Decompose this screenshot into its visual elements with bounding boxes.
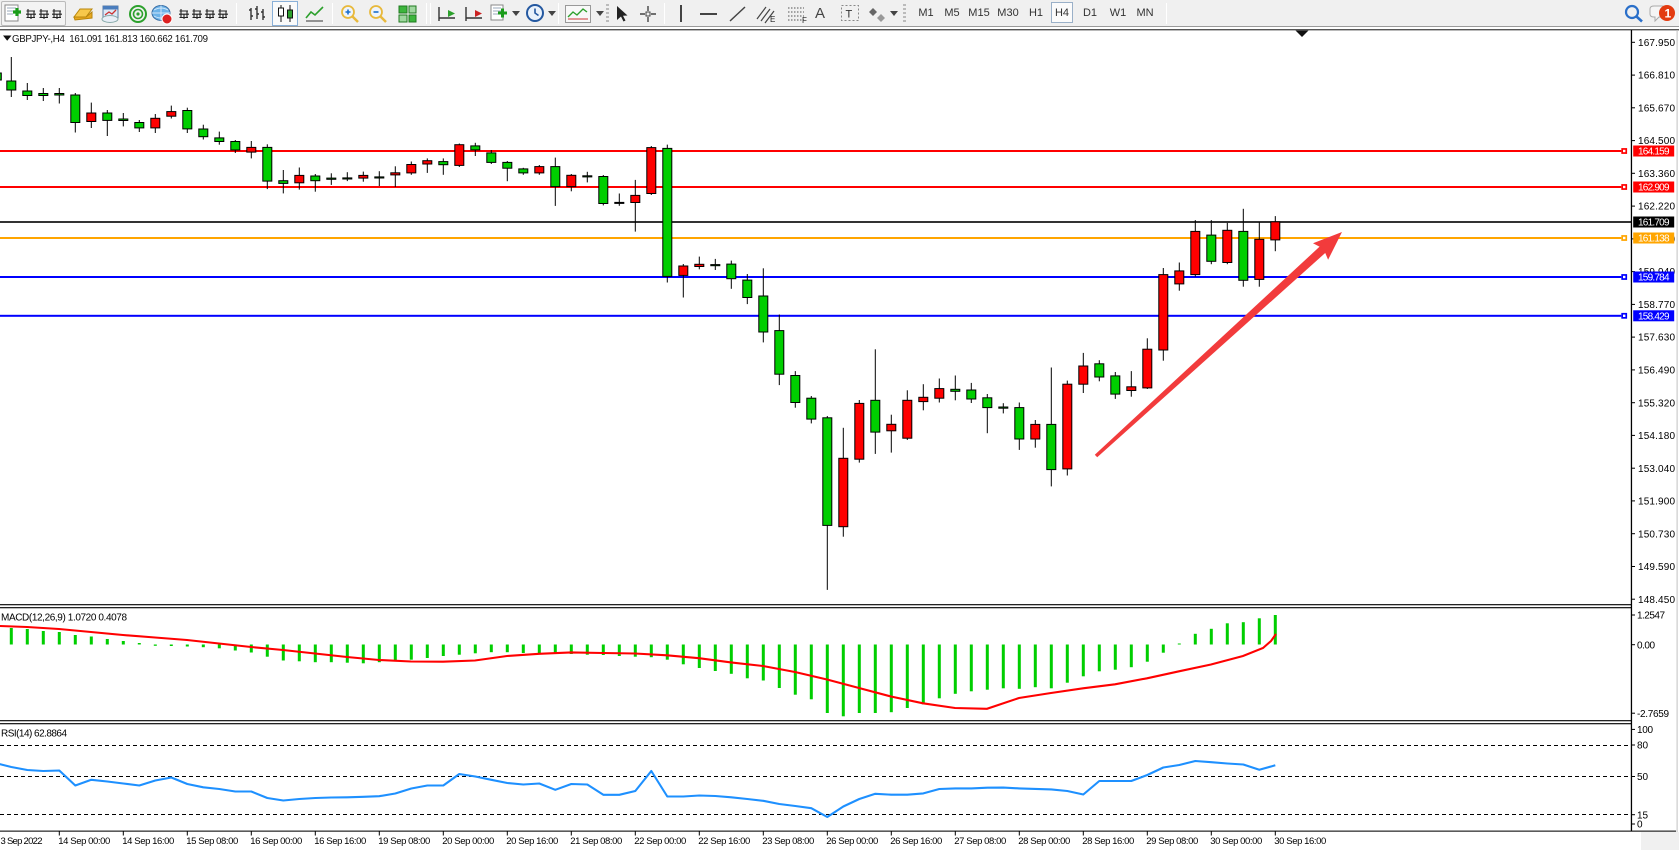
svg-text:1.2547: 1.2547 xyxy=(1637,611,1665,622)
svg-text:22 Sep 00:00: 22 Sep 00:00 xyxy=(634,836,686,847)
svg-text:16 Sep 16:00: 16 Sep 16:00 xyxy=(314,836,366,847)
svg-text:159.784: 159.784 xyxy=(1638,273,1670,284)
svg-text:30 Sep 00:00: 30 Sep 00:00 xyxy=(1210,836,1262,847)
svg-text:MACD(12,26,9) 1.0720 0.4078: MACD(12,26,9) 1.0720 0.4078 xyxy=(1,613,127,624)
svg-text:21 Sep 08:00: 21 Sep 08:00 xyxy=(570,836,622,847)
svg-text:14 Sep 16:00: 14 Sep 16:00 xyxy=(122,836,174,847)
svg-text:100: 100 xyxy=(1637,725,1653,736)
svg-text:156.490: 156.490 xyxy=(1638,366,1675,377)
svg-text:166.810: 166.810 xyxy=(1638,71,1675,82)
svg-text:50: 50 xyxy=(1637,772,1648,783)
svg-text:161.138: 161.138 xyxy=(1638,234,1670,245)
svg-text:1: 1 xyxy=(1665,7,1672,21)
svg-text:0.00: 0.00 xyxy=(1637,640,1655,651)
svg-text:0: 0 xyxy=(1637,820,1643,831)
svg-text:30 Sep 16:00: 30 Sep 16:00 xyxy=(1274,836,1326,847)
svg-text:149.590: 149.590 xyxy=(1638,562,1675,573)
svg-text:GBPJPY-,H4 161.091 161.813 16: GBPJPY-,H4 161.091 161.813 160.662 161.7… xyxy=(12,34,208,45)
svg-text:148.450: 148.450 xyxy=(1638,595,1675,606)
svg-text:14 Sep 00:00: 14 Sep 00:00 xyxy=(58,836,110,847)
svg-text:164.159: 164.159 xyxy=(1638,147,1670,158)
svg-text:158.429: 158.429 xyxy=(1638,311,1670,322)
svg-text:15 Sep 08:00: 15 Sep 08:00 xyxy=(186,836,238,847)
svg-text:RSI(14) 62.8864: RSI(14) 62.8864 xyxy=(1,729,67,740)
svg-text:161.709: 161.709 xyxy=(1638,218,1670,229)
svg-text:151.900: 151.900 xyxy=(1638,497,1675,508)
svg-text:157.630: 157.630 xyxy=(1638,333,1675,344)
svg-text:20 Sep 00:00: 20 Sep 00:00 xyxy=(442,836,494,847)
svg-text:16 Sep 00:00: 16 Sep 00:00 xyxy=(250,836,302,847)
svg-text:153.040: 153.040 xyxy=(1638,464,1675,475)
svg-text:22 Sep 16:00: 22 Sep 16:00 xyxy=(698,836,750,847)
svg-text:27 Sep 08:00: 27 Sep 08:00 xyxy=(954,836,1006,847)
svg-text:3 Sep 2022: 3 Sep 2022 xyxy=(1,836,43,847)
svg-text:80: 80 xyxy=(1637,741,1648,752)
svg-text:150.730: 150.730 xyxy=(1638,529,1675,540)
svg-text:162.220: 162.220 xyxy=(1638,202,1675,213)
svg-text:19 Sep 08:00: 19 Sep 08:00 xyxy=(378,836,430,847)
svg-text:26 Sep 00:00: 26 Sep 00:00 xyxy=(826,836,878,847)
svg-text:163.360: 163.360 xyxy=(1638,169,1675,180)
svg-text:E: E xyxy=(770,15,775,24)
svg-text:158.770: 158.770 xyxy=(1638,300,1675,311)
svg-text:155.320: 155.320 xyxy=(1638,398,1675,409)
svg-text:167.950: 167.950 xyxy=(1638,38,1675,49)
svg-text:23 Sep 08:00: 23 Sep 08:00 xyxy=(762,836,814,847)
svg-text:165.670: 165.670 xyxy=(1638,103,1675,114)
svg-text:164.500: 164.500 xyxy=(1638,136,1675,147)
svg-text:162.909: 162.909 xyxy=(1638,183,1670,194)
svg-text:28 Sep 16:00: 28 Sep 16:00 xyxy=(1082,836,1134,847)
svg-text:154.180: 154.180 xyxy=(1638,431,1675,442)
svg-text:20 Sep 16:00: 20 Sep 16:00 xyxy=(506,836,558,847)
svg-text:T: T xyxy=(846,9,853,21)
svg-text:28 Sep 00:00: 28 Sep 00:00 xyxy=(1018,836,1070,847)
svg-text:-2.7659: -2.7659 xyxy=(1637,709,1669,720)
svg-text:29 Sep 08:00: 29 Sep 08:00 xyxy=(1146,836,1198,847)
svg-text:F: F xyxy=(802,16,807,24)
svg-text:26 Sep 16:00: 26 Sep 16:00 xyxy=(890,836,942,847)
svg-text:15: 15 xyxy=(1637,810,1648,821)
